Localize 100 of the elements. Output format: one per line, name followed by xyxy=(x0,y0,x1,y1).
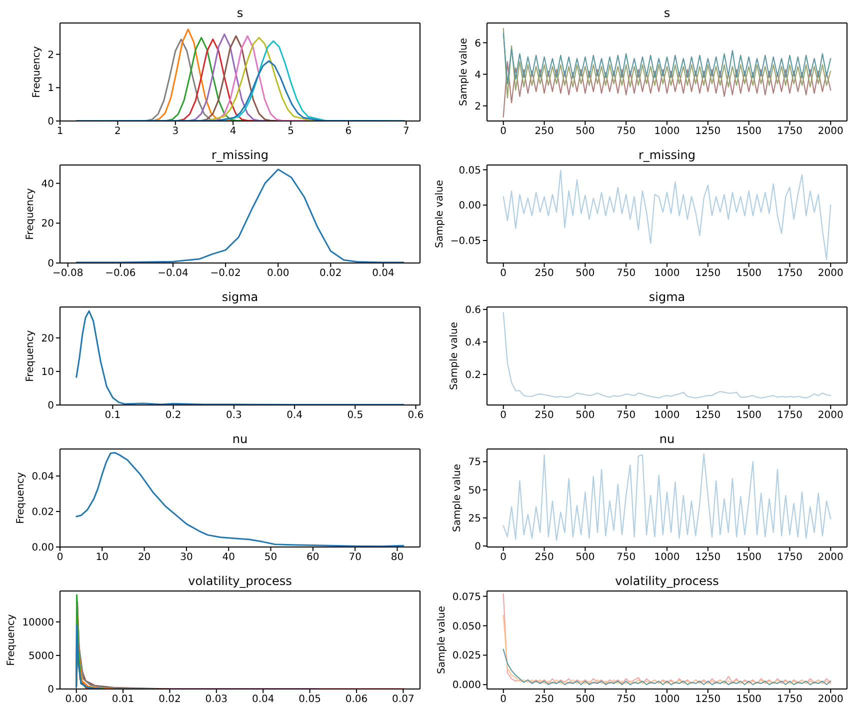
x-tick-label: 500 xyxy=(575,552,594,563)
x-tick-label: 70 xyxy=(348,552,362,563)
y-tick-label: 0 xyxy=(48,116,54,128)
x-tick-label: 0.00 xyxy=(65,694,88,705)
y-axis-title: Frequency xyxy=(6,614,18,666)
chart-title: sigma xyxy=(222,290,258,304)
y-axis-title: Sample value xyxy=(448,322,460,390)
x-tick-label: 250 xyxy=(534,552,554,563)
x-tick-label: −0.04 xyxy=(158,268,188,279)
x-tick-label: 250 xyxy=(534,410,554,421)
y-tick-label: 0.4 xyxy=(464,336,481,348)
chart-title: volatility_process xyxy=(614,574,719,588)
y-axis-title: Frequency xyxy=(25,188,36,240)
x-tick-label: 750 xyxy=(616,126,636,137)
x-tick-label: 0.1 xyxy=(104,410,121,421)
x-tick-label: 0.04 xyxy=(252,694,274,705)
x-tick-label: 1500 xyxy=(736,268,762,279)
y-tick-label: 0.2 xyxy=(464,369,481,380)
y-axis-title: Frequency xyxy=(32,46,43,98)
y-tick-label: 0.025 xyxy=(452,650,481,662)
x-tick-label: 1750 xyxy=(776,694,802,705)
x-tick-label: 80 xyxy=(390,552,404,563)
x-tick-label: −0.06 xyxy=(105,268,136,279)
x-tick-label: 250 xyxy=(534,268,554,279)
y-tick-label: 10 xyxy=(41,366,54,378)
y-tick-label: 0 xyxy=(48,400,54,412)
y-tick-label: 1 xyxy=(48,82,54,94)
x-tick-label: 0 xyxy=(500,410,506,421)
x-tick-label: 4 xyxy=(230,126,236,137)
x-tick-label: 1 xyxy=(56,126,64,137)
x-tick-label: 0.03 xyxy=(205,694,228,705)
x-tick-label: 1000 xyxy=(654,552,680,563)
x-tick-label: 2000 xyxy=(818,694,844,705)
x-tick-label: 1750 xyxy=(776,410,802,421)
x-tick-label: 0.3 xyxy=(226,410,242,421)
y-tick-label: 0.00 xyxy=(32,542,54,554)
x-tick-label: 0.5 xyxy=(347,410,364,421)
x-tick-label: 250 xyxy=(534,126,554,137)
x-tick-label: 0 xyxy=(500,694,506,705)
x-tick-label: 1250 xyxy=(694,268,720,279)
x-tick-label: 60 xyxy=(306,552,320,563)
x-tick-label: 1250 xyxy=(694,552,720,563)
x-tick-label: 750 xyxy=(616,552,636,563)
chart-title: nu xyxy=(232,432,248,446)
y-tick-label: 0 xyxy=(48,258,54,270)
x-tick-label: 0 xyxy=(500,268,506,279)
chart-title: r_missing xyxy=(638,148,696,162)
y-tick-label: 20 xyxy=(41,218,54,230)
x-tick-label: 20 xyxy=(138,552,151,563)
chart-title: sigma xyxy=(648,290,685,304)
x-tick-label: 1250 xyxy=(694,694,720,705)
x-tick-label: 6 xyxy=(345,126,352,137)
x-tick-label: 0 xyxy=(500,552,506,563)
x-tick-label: 0.05 xyxy=(298,694,321,705)
x-tick-label: 10 xyxy=(96,552,109,563)
x-tick-label: 750 xyxy=(616,694,636,705)
y-tick-label: 0.05 xyxy=(458,164,481,176)
x-tick-label: 500 xyxy=(575,694,594,705)
chart-title: r_missing xyxy=(211,148,269,162)
y-tick-label: 0.000 xyxy=(452,680,481,691)
x-tick-label: 5 xyxy=(288,126,294,137)
y-axis-title: Frequency xyxy=(16,472,27,524)
y-tick-label: 50 xyxy=(468,484,481,496)
y-axis-title: Sample value xyxy=(434,180,445,248)
y-tick-label: 0.00 xyxy=(458,200,481,212)
y-tick-label: 2 xyxy=(474,100,481,112)
x-tick-label: 750 xyxy=(616,410,636,421)
y-tick-label: 0.075 xyxy=(452,591,481,602)
y-axis-title: Sample value xyxy=(436,606,447,674)
y-tick-label: 10000 xyxy=(22,616,54,628)
x-tick-label: 500 xyxy=(575,126,594,137)
x-tick-label: 1000 xyxy=(654,268,680,279)
x-tick-label: 0.02 xyxy=(158,694,181,705)
y-tick-label: 5000 xyxy=(28,650,54,662)
y-tick-label: −0.05 xyxy=(450,236,481,247)
x-tick-label: 0.01 xyxy=(112,694,134,705)
x-tick-label: 1500 xyxy=(736,552,762,563)
x-tick-label: 1250 xyxy=(694,410,720,421)
x-tick-label: 0.4 xyxy=(286,410,302,421)
x-tick-label: 0.02 xyxy=(320,268,342,279)
x-tick-label: 1000 xyxy=(654,694,680,705)
x-tick-label: 1000 xyxy=(654,410,680,421)
x-tick-label: 1500 xyxy=(736,694,762,705)
y-tick-label: 75 xyxy=(468,456,481,468)
x-tick-label: 0 xyxy=(56,552,64,563)
x-tick-label: 2000 xyxy=(818,410,844,421)
x-tick-label: 1000 xyxy=(654,126,680,137)
y-axis-title: Sample value xyxy=(452,464,463,532)
y-tick-label: 0 xyxy=(474,541,481,552)
x-tick-label: 1750 xyxy=(776,552,802,563)
y-tick-label: 0 xyxy=(48,684,54,696)
y-axis-title: Frequency xyxy=(25,330,36,382)
y-axis-title: Sample value xyxy=(458,38,470,106)
y-tick-label: 0.6 xyxy=(464,304,481,316)
x-tick-label: 30 xyxy=(180,552,193,563)
x-tick-label: 2000 xyxy=(818,268,844,279)
x-tick-label: 1500 xyxy=(736,126,762,137)
x-tick-label: 500 xyxy=(575,268,594,279)
x-tick-label: 7 xyxy=(402,126,410,137)
y-tick-label: 6 xyxy=(474,38,481,49)
